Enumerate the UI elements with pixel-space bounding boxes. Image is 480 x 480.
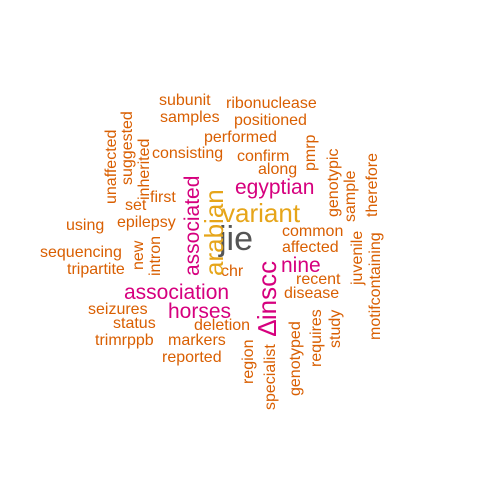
word-tripartite: tripartite xyxy=(67,261,125,278)
word-positioned: positioned xyxy=(234,112,307,129)
word-arabian: arabian xyxy=(199,189,229,276)
word-egyptian: egyptian xyxy=(235,176,315,199)
word-trimrppb: trimrppb xyxy=(95,332,154,349)
word-samples: samples xyxy=(160,109,220,126)
word-unaffected: unaffected xyxy=(103,129,120,204)
word-epilepsy: epilepsy xyxy=(117,214,176,231)
word-performed: performed xyxy=(204,129,277,146)
word-disease: disease xyxy=(284,285,340,302)
word-requires: requires xyxy=(308,309,325,367)
word-variant: variant xyxy=(222,198,301,228)
word-genotyped: genotyped xyxy=(287,321,304,396)
word-consisting: consisting xyxy=(152,145,224,162)
word-affected: affected xyxy=(282,239,339,256)
word-region: region xyxy=(240,339,257,384)
word-study: study xyxy=(327,309,344,348)
word-motifcontaining: motifcontaining xyxy=(367,232,384,340)
word-association: association xyxy=(124,281,230,304)
word-confirm: confirm xyxy=(237,148,290,165)
word-along: along xyxy=(258,161,298,178)
word-set: set xyxy=(125,197,147,214)
word-ribonuclease: ribonuclease xyxy=(226,95,317,112)
word-inherited: inherited xyxy=(136,138,153,200)
word-nine: nine xyxy=(281,254,321,277)
word-status: status xyxy=(113,315,156,332)
word-markers: markers xyxy=(168,332,226,349)
word-reported: reported xyxy=(162,349,222,366)
word-new: new xyxy=(130,240,147,270)
word-inscc: ∆inscc xyxy=(252,260,282,336)
word-juvenile: juvenile xyxy=(349,230,366,285)
word-subunit: subunit xyxy=(159,92,211,109)
word-sequencing: sequencing xyxy=(40,244,122,261)
word-intron: intron xyxy=(147,235,164,276)
word-specialist: specialist xyxy=(262,344,279,410)
word-horses: horses xyxy=(168,300,232,323)
word-using: using xyxy=(66,217,105,234)
word-jie: jie xyxy=(219,220,254,258)
word-genotypic: genotypic xyxy=(325,148,342,218)
word-recent: recent xyxy=(296,271,341,288)
word-pmrp: pmrp xyxy=(302,134,319,171)
word-chr: chr xyxy=(221,263,244,280)
word-suggested: suggested xyxy=(119,111,136,185)
word-deletion: deletion xyxy=(194,317,251,334)
word-seizures: seizures xyxy=(88,301,148,318)
word-therefore: therefore xyxy=(364,152,381,217)
word-first: first xyxy=(150,189,176,206)
word-common: common xyxy=(282,223,344,240)
word-sample: sample xyxy=(342,170,359,222)
